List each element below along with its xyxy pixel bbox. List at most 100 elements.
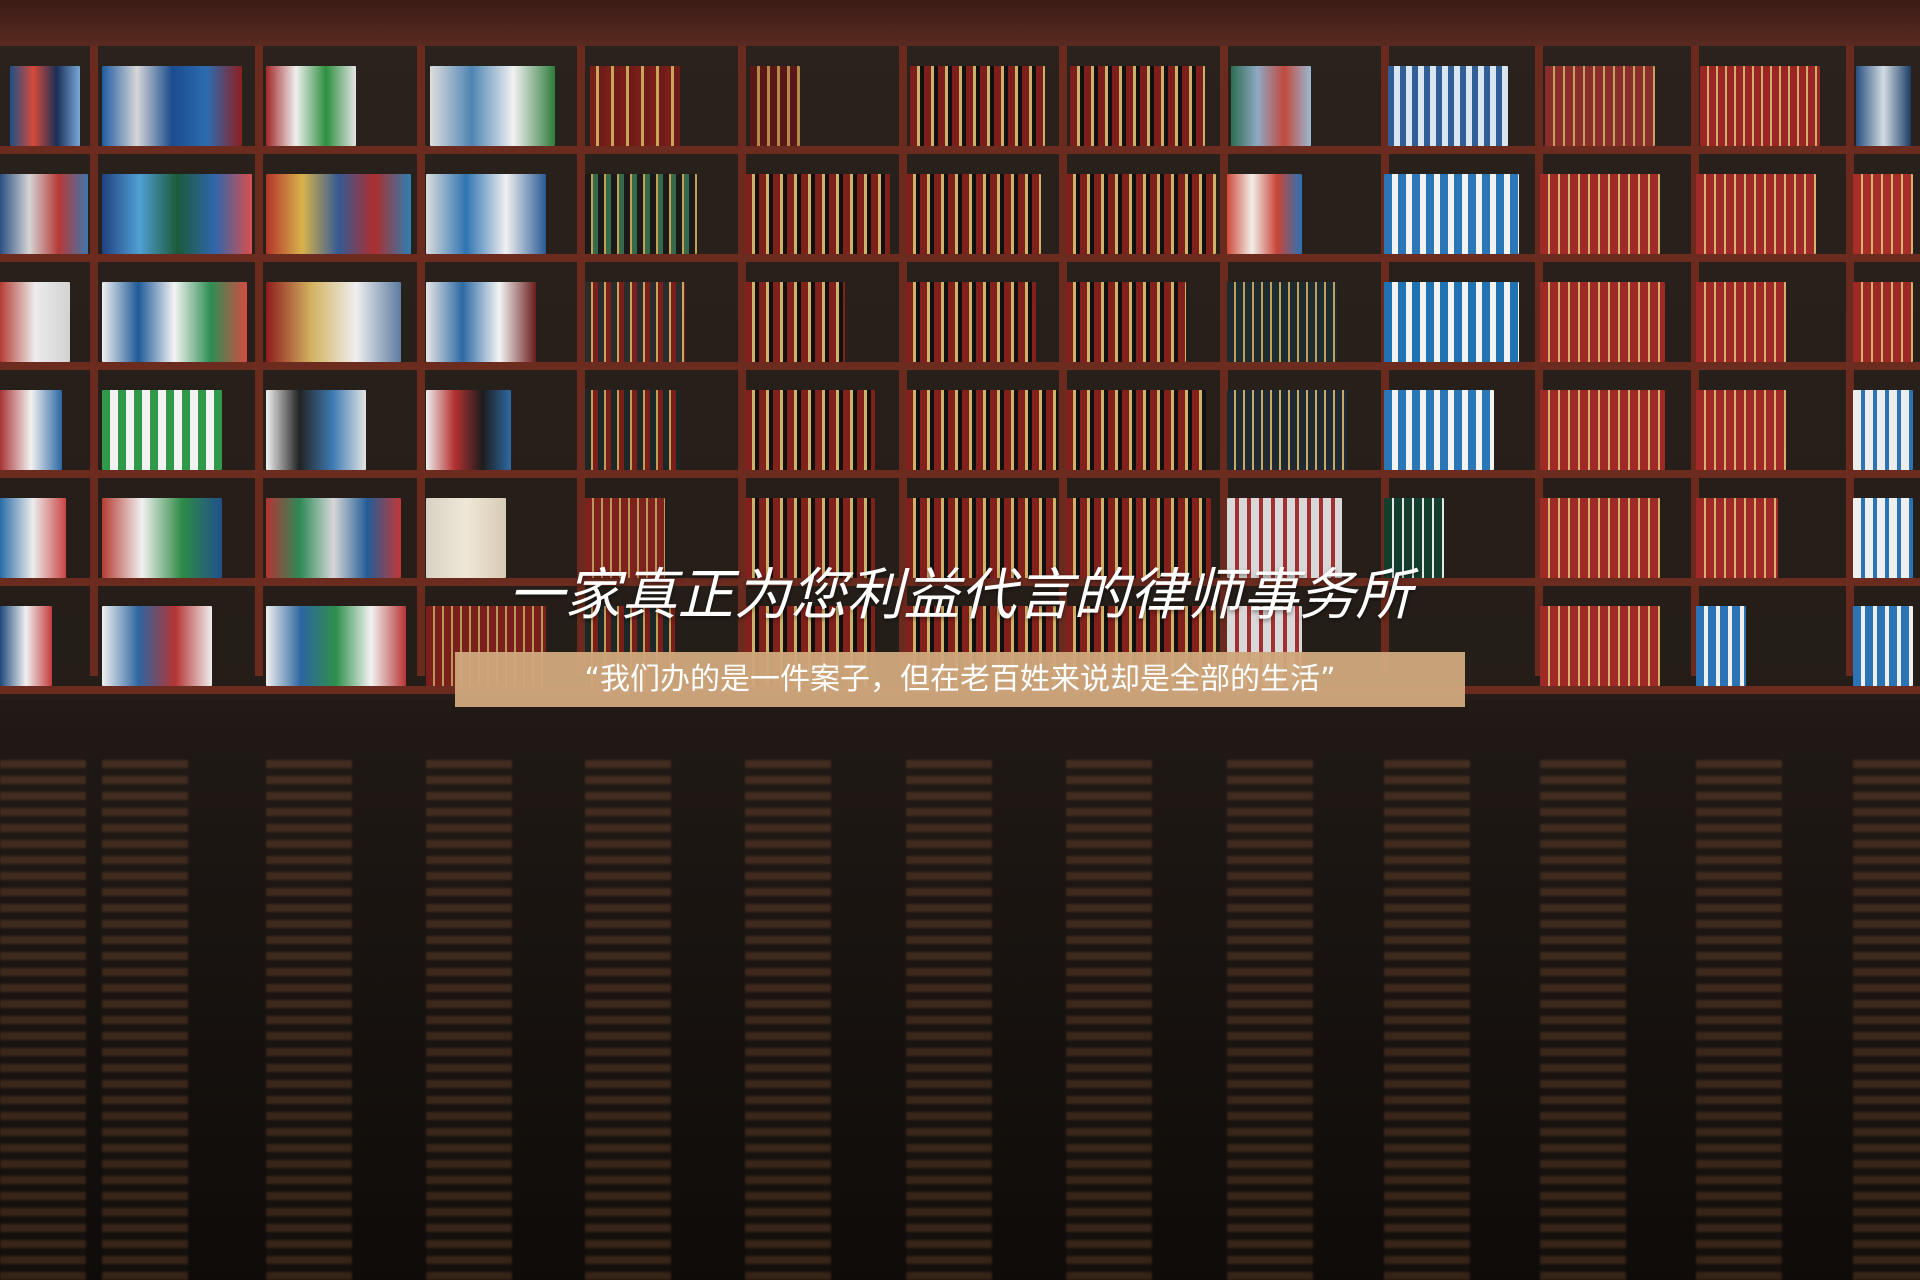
book-group — [102, 282, 247, 362]
book-group — [1384, 282, 1519, 362]
book-group — [102, 174, 252, 254]
bookshelf-background — [0, 0, 1920, 700]
reflection-strip — [1696, 760, 1782, 1280]
book-group — [426, 174, 546, 254]
book-group — [750, 66, 800, 146]
book-group — [0, 174, 88, 254]
hero-overlay: 一家真正为您利益代言的律师事务所 “我们办的是一件案子，但在老百姓来说却是全部的… — [0, 568, 1920, 707]
book-group — [585, 282, 685, 362]
reflection-strip — [1227, 760, 1313, 1280]
book-group — [585, 390, 680, 470]
book-group — [102, 66, 242, 146]
reflection-strip — [1384, 760, 1470, 1280]
reflection-strip — [1540, 760, 1626, 1280]
reflection-strip — [0, 760, 86, 1280]
book-group — [1696, 174, 1816, 254]
book-group — [1696, 390, 1786, 470]
book-group — [0, 282, 70, 362]
book-group — [1853, 390, 1913, 470]
shelf-divider — [90, 46, 98, 676]
reflection-strip — [1066, 760, 1152, 1280]
book-group — [585, 498, 665, 578]
shelf-divider — [1220, 46, 1228, 676]
shelf-board — [0, 146, 1920, 154]
book-group — [266, 66, 356, 146]
reflective-floor — [0, 700, 1920, 1280]
shelf-board — [0, 362, 1920, 370]
book-group — [1540, 174, 1660, 254]
shelf-row — [0, 262, 1920, 370]
book-group — [266, 498, 401, 578]
book-group — [1853, 282, 1913, 362]
shelf-divider — [417, 46, 425, 676]
book-group — [1227, 498, 1342, 578]
shelf-board — [0, 254, 1920, 262]
book-group — [1540, 282, 1665, 362]
shelf-divider — [738, 46, 746, 676]
book-group — [906, 498, 1056, 578]
book-group — [910, 66, 1045, 146]
reflection-strip — [1853, 760, 1920, 1280]
headline-wrap: 一家真正为您利益代言的律师事务所 — [0, 568, 1920, 624]
reflection-strip — [426, 760, 512, 1280]
book-group — [745, 498, 875, 578]
book-group — [266, 282, 401, 362]
book-group — [1231, 66, 1311, 146]
shelf-divider — [1535, 46, 1543, 676]
book-group — [1696, 498, 1778, 578]
book-group — [10, 66, 80, 146]
book-group — [1384, 498, 1444, 578]
book-group — [1227, 390, 1347, 470]
book-group — [590, 66, 680, 146]
tagline-banner: “我们办的是一件案子，但在老百姓来说却是全部的生活” — [455, 652, 1465, 707]
book-group — [1066, 174, 1216, 254]
shelf-board — [0, 578, 1920, 586]
book-group — [1540, 606, 1660, 686]
book-group — [1227, 282, 1337, 362]
book-group — [1696, 282, 1786, 362]
book-group — [102, 390, 222, 470]
book-group — [102, 606, 212, 686]
page-title: 一家真正为您利益代言的律师事务所 — [508, 563, 1412, 628]
shelf-row — [0, 154, 1920, 262]
reflection-strip — [585, 760, 671, 1280]
book-group — [0, 606, 52, 686]
book-group — [1388, 66, 1508, 146]
shelf-divider — [899, 46, 907, 676]
book-group — [906, 390, 1058, 470]
shelf-divider — [1846, 46, 1854, 676]
book-group — [0, 390, 62, 470]
shelf-divider — [1059, 46, 1067, 676]
reflection-strip — [906, 760, 992, 1280]
book-group — [430, 66, 555, 146]
book-group — [426, 282, 536, 362]
book-group — [0, 498, 66, 578]
book-group — [1696, 606, 1746, 686]
shelf-reflection — [0, 760, 1920, 1280]
shelf-top-beam — [0, 0, 1920, 46]
shelf-board — [0, 470, 1920, 478]
book-group — [266, 390, 366, 470]
book-group — [1853, 174, 1913, 254]
reflection-strip — [102, 760, 188, 1280]
book-group — [266, 606, 406, 686]
book-group — [426, 498, 506, 578]
book-group — [102, 498, 222, 578]
book-group — [1227, 174, 1302, 254]
book-group — [1853, 606, 1913, 686]
book-group — [1540, 390, 1665, 470]
book-group — [1070, 66, 1205, 146]
tagline-wrap: “我们办的是一件案子，但在老百姓来说却是全部的生活” — [0, 652, 1920, 707]
book-group — [1384, 174, 1519, 254]
book-group — [426, 390, 511, 470]
book-group — [1700, 66, 1820, 146]
shelf-row — [0, 46, 1920, 154]
reflection-strip — [745, 760, 831, 1280]
book-group — [1066, 390, 1206, 470]
shelf-row — [0, 370, 1920, 478]
book-group — [1066, 498, 1211, 578]
shelf-divider — [577, 46, 585, 676]
shelf-divider — [1691, 46, 1699, 676]
book-group — [745, 390, 875, 470]
